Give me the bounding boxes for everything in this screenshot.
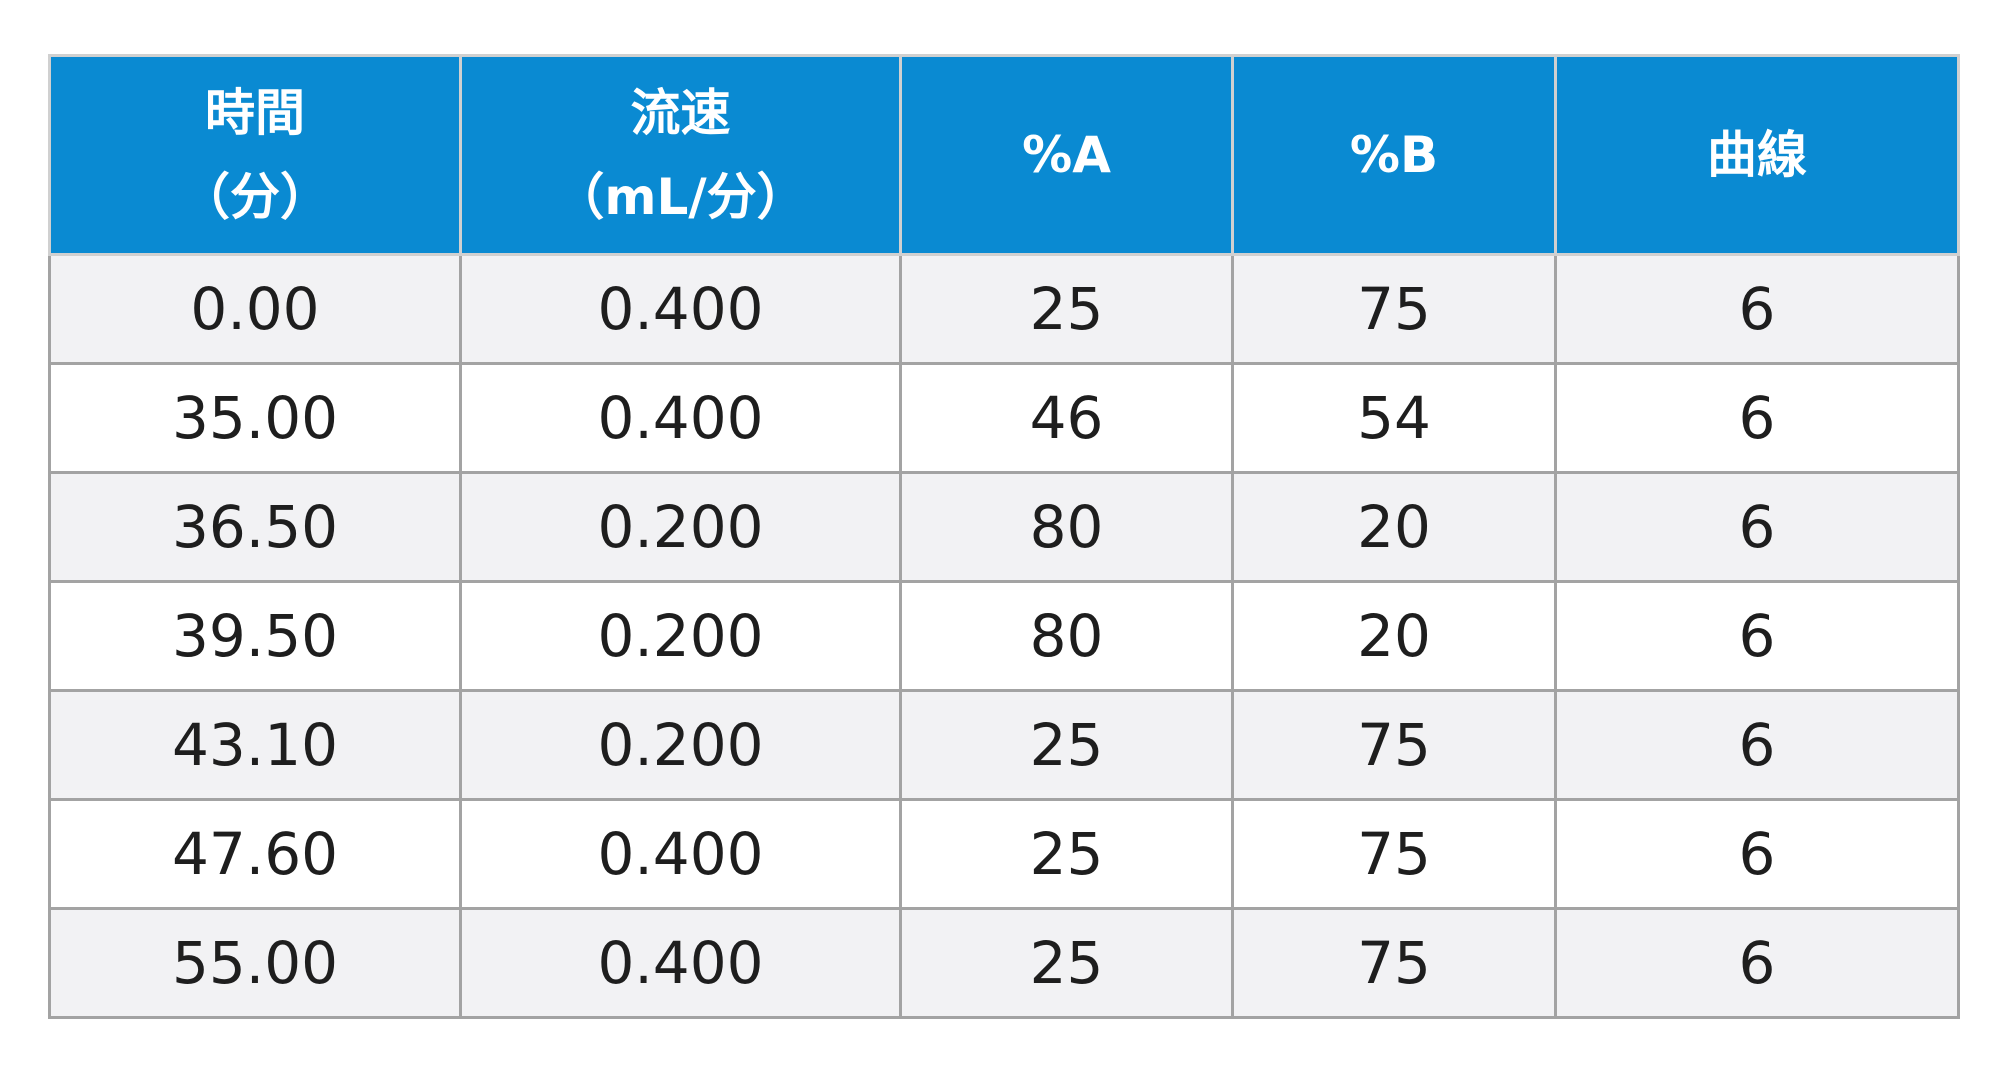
table-cell: 25 (899, 689, 1234, 801)
table-row: 36.50 0.200 80 20 6 (48, 471, 1960, 583)
table-cell: 46 (899, 362, 1234, 474)
table-cell: 0.400 (459, 362, 902, 474)
table-cell: 6 (1554, 798, 1960, 910)
header-text: %A (1022, 126, 1111, 184)
table-cell: 36.50 (48, 471, 462, 583)
table-cell: 0.400 (459, 253, 902, 365)
table-cell: 54 (1231, 362, 1557, 474)
table-row: 0.00 0.400 25 75 6 (48, 253, 1960, 365)
table-cell: 35.00 (48, 362, 462, 474)
table-row: 39.50 0.200 80 20 6 (48, 580, 1960, 692)
header-text: 流速 (630, 84, 731, 142)
table-cell: 0.00 (48, 253, 462, 365)
table-cell: 6 (1554, 253, 1960, 365)
table-cell: 47.60 (48, 798, 462, 910)
header-cell: 曲線 (1554, 54, 1960, 256)
table-cell: 80 (899, 580, 1234, 692)
table-cell: 25 (899, 907, 1234, 1019)
header-row: 時間 （分） 流速 （mL/分） %A %B 曲線 (48, 54, 1960, 256)
table-cell: 20 (1231, 580, 1557, 692)
table-cell: 6 (1554, 907, 1960, 1019)
header-cell: %B (1231, 54, 1557, 256)
table-row: 43.10 0.200 25 75 6 (48, 689, 1960, 801)
table-cell: 80 (899, 471, 1234, 583)
header-text: （mL/分） (554, 168, 807, 226)
header-text: 時間 (205, 84, 305, 142)
header-cell: 流速 （mL/分） (459, 54, 902, 256)
table-cell: 0.400 (459, 907, 902, 1019)
table-cell: 75 (1231, 798, 1557, 910)
gradient-table: 時間 （分） 流速 （mL/分） %A %B 曲線 0.00 0.400 25 75 6 35.00 0… (48, 54, 1960, 1019)
header-text: %B (1349, 126, 1439, 184)
table-row: 55.00 0.400 25 75 6 (48, 907, 1960, 1019)
table-cell: 39.50 (48, 580, 462, 692)
table-cell: 75 (1231, 907, 1557, 1019)
table-cell: 75 (1231, 253, 1557, 365)
table-cell: 0.400 (459, 798, 902, 910)
table-cell: 6 (1554, 471, 1960, 583)
table-cell: 20 (1231, 471, 1557, 583)
header-cell: 時間 （分） (48, 54, 462, 256)
table-row: 47.60 0.400 25 75 6 (48, 798, 1960, 910)
table-cell: 0.200 (459, 689, 902, 801)
table-cell: 25 (899, 798, 1234, 910)
table-cell: 6 (1554, 580, 1960, 692)
table-cell: 0.200 (459, 580, 902, 692)
header-cell: %A (899, 54, 1234, 256)
table-cell: 6 (1554, 689, 1960, 801)
table-cell: 6 (1554, 362, 1960, 474)
table-cell: 0.200 (459, 471, 902, 583)
table-row: 35.00 0.400 46 54 6 (48, 362, 1960, 474)
table-cell: 25 (899, 253, 1234, 365)
table-cell: 55.00 (48, 907, 462, 1019)
header-text: 曲線 (1707, 126, 1807, 184)
table-cell: 75 (1231, 689, 1557, 801)
table-cell: 43.10 (48, 689, 462, 801)
header-text: （分） (180, 168, 330, 226)
